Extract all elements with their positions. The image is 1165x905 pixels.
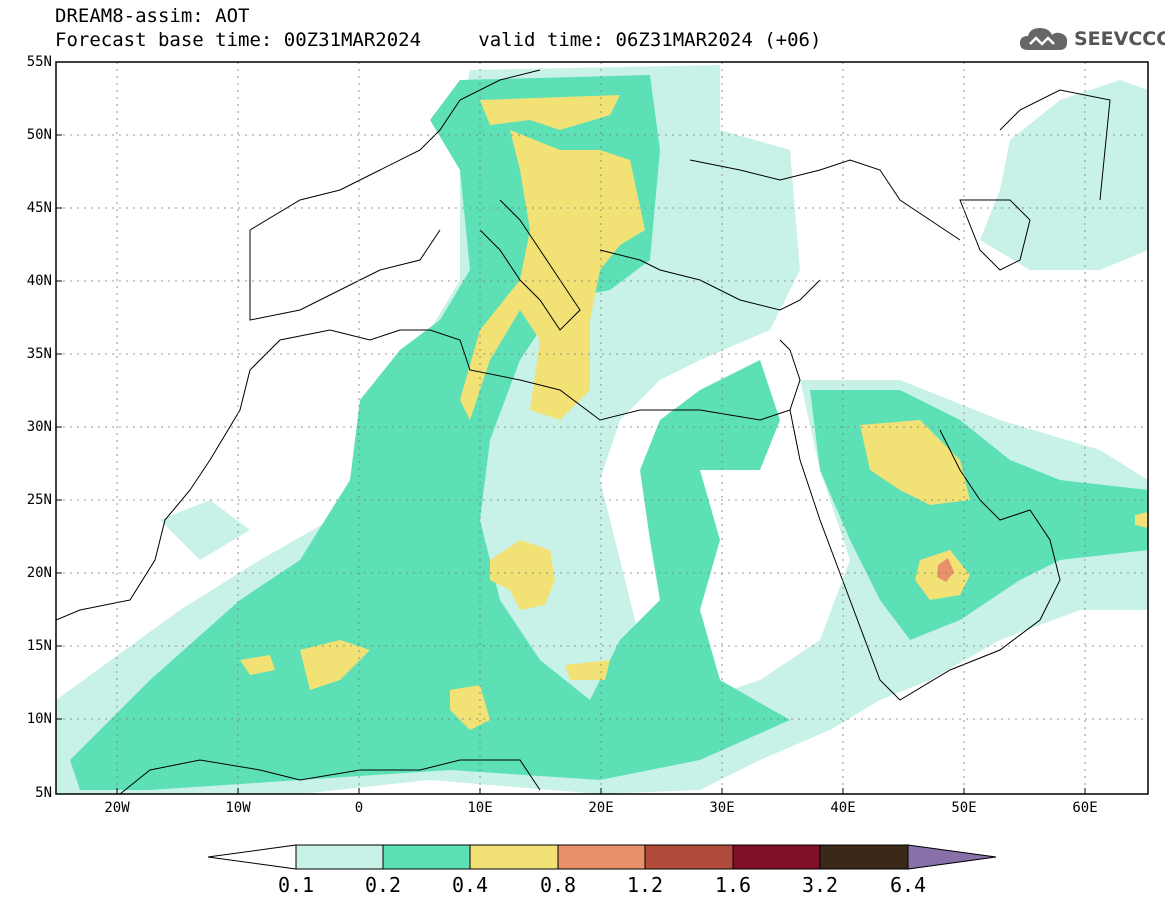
aot-contour-0-4 <box>240 95 1148 730</box>
lat-label-55n: 55N <box>26 54 52 70</box>
colorbar-swatch-1 <box>295 844 384 870</box>
lat-label-5n: 5N <box>35 785 52 801</box>
colorbar-label-0-2: 0.2 <box>364 873 402 897</box>
colorbar-over-arrow <box>907 844 997 870</box>
lon-label-10w: 10W <box>225 800 251 816</box>
colorbar-label-0-1: 0.1 <box>277 873 315 897</box>
colorbar-swatch-4 <box>557 844 646 870</box>
map-border <box>55 61 1149 795</box>
lon-label-20e: 20E <box>588 800 614 816</box>
axis-ticks <box>56 61 1086 795</box>
colorbar-swatch-5 <box>644 844 734 870</box>
colorbar-label-6-4: 6.4 <box>889 873 927 897</box>
time-info: Forecast base time: 00Z31MAR2024 valid t… <box>55 30 821 50</box>
colorbar-under-arrow <box>207 844 297 870</box>
seevccc-logo: SEEVCCC <box>1018 24 1165 54</box>
colorbar-swatch-3 <box>469 844 559 870</box>
base-time: Forecast base time: 00Z31MAR2024 <box>55 29 422 51</box>
lon-label-60e: 60E <box>1072 800 1098 816</box>
lat-label-25n: 25N <box>26 492 52 508</box>
map-title: DREAM8-assim: AOT <box>55 5 250 27</box>
lat-label-50n: 50N <box>26 127 52 143</box>
colorbar-label-1-6: 1.6 <box>714 873 752 897</box>
colorbar-swatch-2 <box>382 844 471 870</box>
cloud-icon <box>1020 28 1068 50</box>
lat-label-20n: 20N <box>26 565 52 581</box>
lat-label-35n: 35N <box>26 346 52 362</box>
lat-label-45n: 45N <box>26 200 52 216</box>
lon-label-10e: 10E <box>467 800 493 816</box>
colorbar-swatch-6 <box>732 844 821 870</box>
logo-text: SEEVCCC <box>1074 28 1165 50</box>
colorbar-label-0-4: 0.4 <box>451 873 489 897</box>
colorbar-label-0-8: 0.8 <box>539 873 577 897</box>
coastlines <box>56 69 1111 794</box>
gridlines <box>56 62 1148 794</box>
lon-label-0: 0 <box>354 800 364 816</box>
lon-label-30e: 30E <box>709 800 735 816</box>
colorbar-label-3-2: 3.2 <box>801 873 839 897</box>
colorbar-swatch-7 <box>819 844 909 870</box>
colorbar <box>207 844 997 870</box>
aot-field <box>56 62 1148 794</box>
lat-label-10n: 10N <box>26 711 52 727</box>
lon-label-40e: 40E <box>830 800 856 816</box>
lon-label-50e: 50E <box>951 800 977 816</box>
lat-label-40n: 40N <box>26 273 52 289</box>
aot-contour-0-8 <box>937 558 954 582</box>
lon-label-20w: 20W <box>104 800 130 816</box>
colorbar-label-1-2: 1.2 <box>626 873 664 897</box>
valid-time: valid time: 06Z31MAR2024 (+06) <box>478 29 822 51</box>
lat-label-15n: 15N <box>26 638 52 654</box>
lat-label-30n: 30N <box>26 419 52 435</box>
